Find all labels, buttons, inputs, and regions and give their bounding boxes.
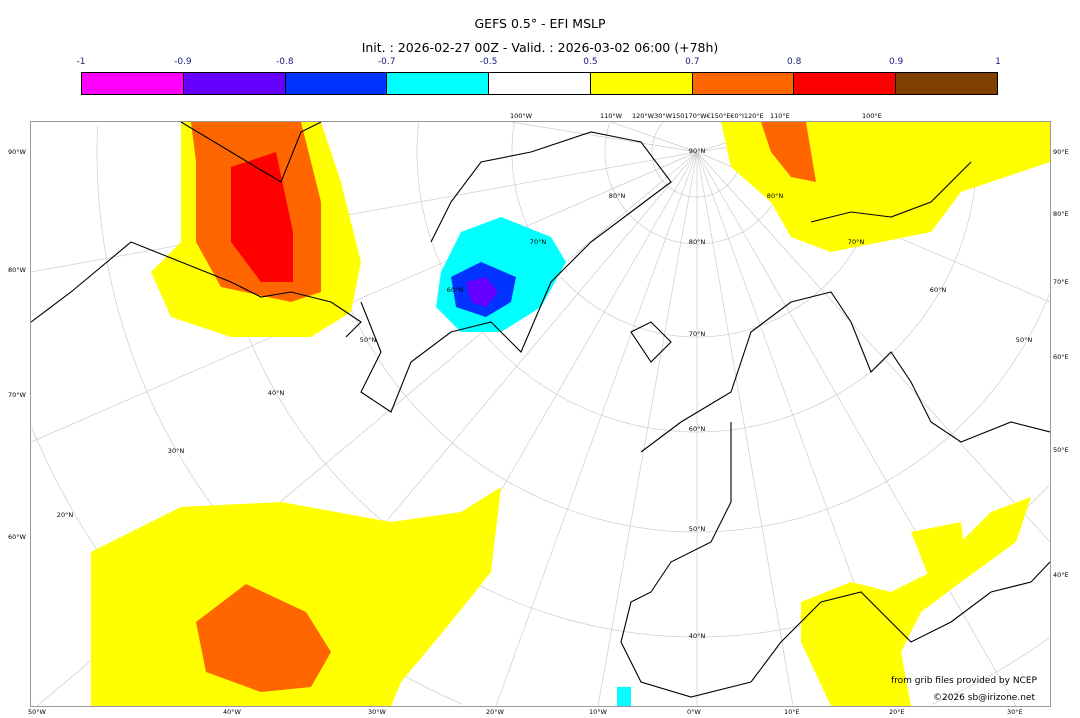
colorbar-tick-label: 0.5: [583, 57, 598, 67]
axis-label-bottom: 50°W: [28, 708, 46, 716]
latitude-label: 80°N: [608, 192, 626, 200]
latitude-label: 80°N: [766, 192, 784, 200]
axis-label-top: 110°E: [770, 112, 790, 120]
latitude-label: 20°N: [56, 511, 74, 519]
colorbar-tick-label: 1: [995, 57, 1001, 67]
colorbar-tick-label: -1: [76, 57, 86, 67]
axis-label-right: 60°E: [1053, 353, 1069, 361]
colorbar-tick-label: 0.9: [888, 57, 904, 67]
latitude-label: 60°N: [446, 286, 464, 294]
efi-shading: [91, 122, 1050, 706]
colorbar-segment: [590, 73, 693, 94]
axis-label-bottom: 20°E: [889, 708, 905, 716]
colorbar-tick-label: -0.9: [174, 57, 192, 67]
latitude-label: 80°N: [688, 238, 706, 246]
axis-label-bottom: 10°W: [589, 708, 607, 716]
axis-label-left: 80°W: [8, 266, 26, 274]
latitude-circle: [511, 123, 883, 338]
axis-label-left: 90°W: [8, 148, 26, 156]
colorbar-segment: [794, 73, 897, 94]
axis-label-top: 100°W: [510, 112, 533, 120]
latitude-label: 50°N: [359, 336, 377, 344]
axis-label-top: 110°W: [600, 112, 623, 120]
axis-label-bottom: 40°W: [223, 708, 241, 716]
colorbar-segment: [183, 73, 286, 94]
latitude-label: 60°N: [688, 425, 706, 433]
latitude-label: 70°N: [847, 238, 865, 246]
colorbar-segment: [82, 73, 184, 94]
axis-label-right: 50°E: [1053, 446, 1069, 454]
axis-label-bottom: 0°W: [687, 708, 701, 716]
axis-label-left: 70°W: [8, 391, 26, 399]
axis-label-bottom: 30°W: [368, 708, 386, 716]
colorbar: [81, 72, 998, 95]
colorbar-tick-label: -0.8: [275, 57, 294, 67]
colorbar-tick-label: 0.8: [787, 57, 802, 67]
axis-label-top: 120°W30°W150170°W€150°E€0°I120°E: [632, 112, 764, 120]
copyright-credit: ©2026 sb@irizone.net: [933, 693, 1035, 703]
colorbar-tick-label: -0.5: [479, 57, 498, 67]
latitude-label: 50°N: [1015, 336, 1033, 344]
latitude-label: 50°N: [688, 525, 706, 533]
axis-label-left: 60°W: [8, 533, 26, 541]
map-svg: [31, 122, 1050, 706]
latitude-circle: [651, 122, 743, 198]
latitude-circle: [931, 637, 1050, 705]
latitude-label: 90°N: [688, 147, 706, 155]
latitude-label: 70°N: [529, 238, 547, 246]
colorbar-segment: [489, 73, 591, 94]
latitude-label: 70°N: [688, 330, 706, 338]
axis-label-bottom: 20°W: [486, 708, 504, 716]
latitude-label: 60°N: [929, 286, 947, 294]
source-credit: from grib files provided by NCEP: [891, 676, 1037, 686]
latitude-label: 40°N: [688, 632, 706, 640]
colorbar-segment: [387, 73, 490, 94]
colorbar-segment: [285, 73, 388, 94]
latitude-label: 40°N: [267, 389, 285, 397]
coastlines: [31, 122, 1050, 698]
axis-label-right: 90°E: [1053, 148, 1069, 156]
axis-label-top: 100°E: [862, 112, 882, 120]
colorbar-tick-label: -0.7: [377, 57, 396, 67]
axis-label-bottom: 10°E: [784, 708, 800, 716]
axis-label-bottom: 30°E: [1007, 708, 1023, 716]
axis-label-right: 70°E: [1053, 278, 1069, 286]
axis-label-right: 80°E: [1053, 210, 1069, 218]
colorbar-segment: [896, 73, 998, 94]
axis-label-right: 40°E: [1053, 571, 1069, 579]
map-subtitle: Init. : 2026-02-27 00Z - Valid. : 2026-0…: [361, 40, 719, 55]
colorbar-segment: [692, 73, 795, 94]
map-area: 90°N 80°N 80°N 70°N 80°N 70°N 60°N 60°N 70°N 50°N…: [30, 121, 1051, 707]
latitude-label: 30°N: [167, 447, 185, 455]
colorbar-tick-label: 0.7: [685, 57, 700, 67]
map-title: GEFS 0.5° - EFI MSLP: [474, 16, 606, 31]
